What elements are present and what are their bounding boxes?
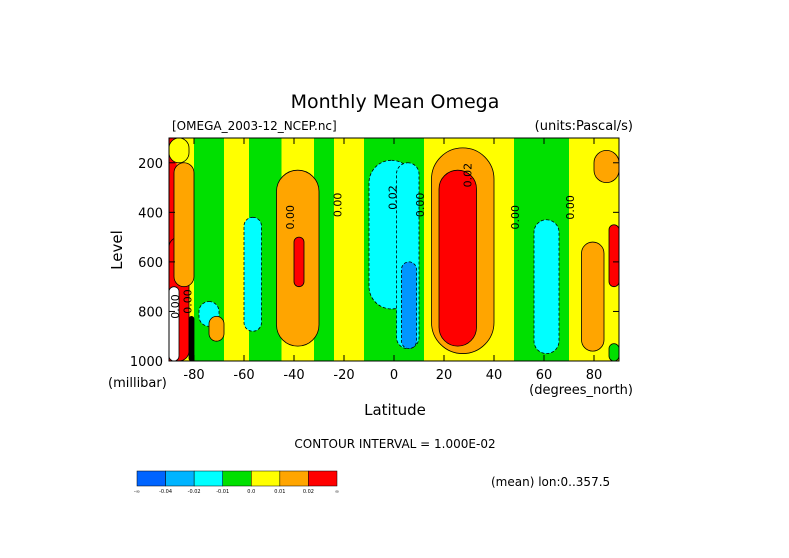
x-tick-label-4: 0 [390, 368, 398, 383]
contour-region-9 [293, 236, 305, 288]
colorbar-label-5: 0.01 [274, 489, 285, 495]
y-tick-label-0: 200 [138, 157, 163, 172]
y-tick-label-1: 400 [138, 206, 163, 221]
x-tick-label-7: 60 [536, 368, 553, 383]
contour-label-5: 0.00 [509, 205, 522, 230]
plot-area: 0.000.00 0.02 0.000.020.00 0.000.00 0.00 [169, 138, 619, 361]
contour-label-4: 0.02 [462, 163, 475, 188]
contour-label-1: 0.00 [332, 193, 345, 218]
contour-region-19 [608, 343, 619, 361]
contour-label-0: 0.00 [284, 205, 297, 230]
mean-label: (mean) lon:0..357.5 [491, 475, 610, 489]
colorbar-swatch-5 [279, 470, 309, 487]
colorbar-label-3: -0.01 [216, 489, 229, 495]
x-tick-label-3: -20 [333, 368, 354, 383]
x-tick-label-0: -80 [183, 368, 204, 383]
contour-region-15 [533, 219, 560, 354]
blobs-layer [169, 138, 619, 361]
file-label: [OMEGA_2003-12_NCEP.nc] [172, 119, 337, 133]
contour-label-7: 0.00 [169, 294, 182, 319]
colorbar-label-1: -0.04 [159, 489, 172, 495]
x-tick-label-8: 80 [586, 368, 603, 383]
colorbar-label-4: 0.0 [247, 489, 255, 495]
colorbar: -∞ -0.04 -0.02 -0.01 0.0 0.01 0.02 ∞ [134, 470, 339, 495]
colorbar-swatch-6 [308, 470, 338, 487]
units-label: (units:Pascal/s) [535, 119, 633, 134]
colorbar-label-6: 0.02 [303, 489, 314, 495]
colorbar-label-7: ∞ [335, 489, 339, 495]
x-tick-label-5: 20 [436, 368, 453, 383]
colorbar-label-0: -∞ [134, 489, 140, 495]
colorbar-swatch-3 [222, 470, 252, 487]
field-column-8 [334, 138, 364, 361]
contour-region-7 [243, 216, 262, 332]
contour-region-6 [208, 315, 225, 342]
contour-label-6: 0.00 [564, 195, 577, 220]
y-axis-label: Level [108, 230, 126, 270]
contour-label-8: 0.00 [182, 289, 195, 314]
colorbar-swatch-4 [251, 470, 281, 487]
contour-region-18 [608, 224, 619, 288]
contour-region-3 [169, 138, 190, 164]
x-tick-label-6: 40 [486, 368, 503, 383]
contour-region-4 [173, 162, 195, 288]
contour-labels: 0.000.00 0.02 0.000.020.00 0.000.00 0.00 [169, 163, 577, 319]
colorbar-swatch-2 [193, 470, 223, 487]
contour-region-12 [401, 261, 417, 350]
colorbar-swatch-1 [165, 470, 195, 487]
x-axis-label: Latitude [364, 401, 426, 419]
x-tick-label-1: -60 [233, 368, 254, 383]
x-axis: -80 -60 -40 -20 0 20 40 60 80 [183, 138, 602, 383]
contour-region-14 [438, 169, 477, 347]
y-axis: 200 400 600 800 1000 [130, 157, 619, 370]
contour-region-16 [581, 241, 605, 352]
contour-interval-label: CONTOUR INTERVAL = 1.000E-02 [294, 437, 495, 451]
y-units-label: (millibar) [108, 376, 167, 391]
colorbar-label-2: -0.02 [188, 489, 201, 495]
contour-region-1 [188, 316, 195, 361]
contour-label-2: 0.02 [387, 185, 400, 210]
contour-label-3: 0.00 [414, 193, 427, 218]
y-tick-label-3: 800 [138, 305, 163, 320]
colorbar-swatch-0 [136, 470, 166, 487]
chart-title: Monthly Mean Omega [291, 91, 500, 113]
y-tick-label-4: 1000 [130, 355, 163, 370]
y-tick-label-2: 600 [138, 256, 163, 271]
x-units-label: (degrees_north) [529, 383, 633, 398]
x-tick-label-2: -40 [283, 368, 304, 383]
contour-region-17 [593, 149, 619, 183]
